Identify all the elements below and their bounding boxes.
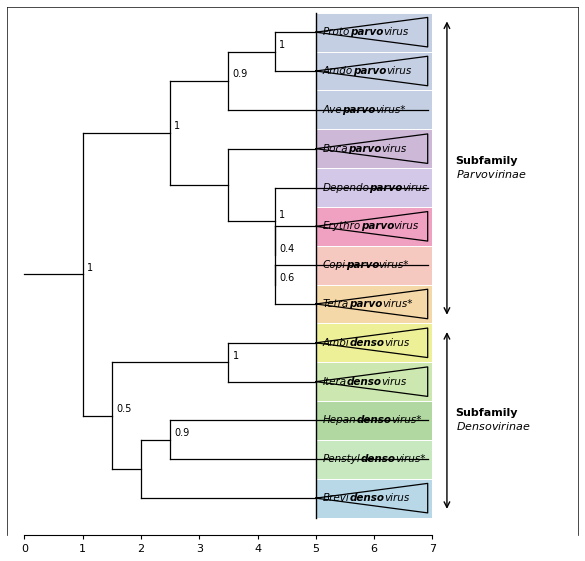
Text: Hepan: Hepan (323, 416, 356, 425)
Text: Copi: Copi (323, 260, 346, 270)
Text: parvo: parvo (353, 66, 386, 76)
Text: 0.9: 0.9 (232, 69, 247, 79)
Text: virus*: virus* (378, 260, 409, 270)
Bar (316, 284, 432, 323)
Text: 0.5: 0.5 (116, 404, 131, 414)
Bar (316, 168, 432, 207)
Text: Subfamily
$\mathit{Parvovirinae}$: Subfamily $\mathit{Parvovirinae}$ (456, 156, 526, 180)
Text: Itera: Itera (323, 376, 347, 387)
Text: virus: virus (383, 27, 408, 37)
Text: virus: virus (384, 493, 409, 503)
Text: 1: 1 (279, 210, 285, 220)
Text: virus: virus (381, 376, 407, 387)
Text: virus*: virus* (375, 105, 406, 115)
Text: 0.9: 0.9 (174, 429, 190, 438)
Text: Ambi: Ambi (323, 338, 350, 348)
Text: Subfamily
$\mathit{Densovirinae}$: Subfamily $\mathit{Densovirinae}$ (456, 408, 530, 433)
Text: 0.6: 0.6 (279, 273, 294, 283)
Bar (316, 401, 432, 440)
Text: Dependo: Dependo (323, 182, 370, 192)
Text: denso: denso (349, 493, 384, 503)
Text: virus: virus (386, 66, 411, 76)
Bar (316, 207, 432, 246)
Text: denso: denso (360, 454, 395, 465)
Bar (316, 13, 432, 52)
Text: virus: virus (381, 144, 407, 154)
Text: parvo: parvo (348, 144, 381, 154)
Text: Ave: Ave (323, 105, 342, 115)
Bar (316, 246, 432, 284)
Text: virus: virus (402, 182, 428, 192)
Text: virus*: virus* (382, 299, 412, 309)
Bar (316, 129, 432, 168)
Text: Penstyl: Penstyl (323, 454, 360, 465)
Text: 1: 1 (87, 263, 93, 273)
Text: denso: denso (347, 376, 381, 387)
Text: Amdo: Amdo (323, 66, 353, 76)
Text: 1: 1 (174, 121, 180, 131)
Text: Erythro: Erythro (323, 222, 361, 231)
Bar (316, 323, 432, 362)
Bar (316, 90, 432, 129)
Bar (316, 440, 432, 479)
Text: 1: 1 (279, 40, 285, 50)
Text: Tetra: Tetra (323, 299, 349, 309)
Text: virus*: virus* (391, 416, 421, 425)
Text: denso: denso (356, 416, 391, 425)
Text: parvo: parvo (350, 27, 383, 37)
Text: virus: virus (384, 338, 409, 348)
Text: parvo: parvo (369, 182, 402, 192)
Text: parvo: parvo (342, 105, 376, 115)
Text: parvo: parvo (361, 222, 394, 231)
Bar (316, 479, 432, 518)
Text: Boca: Boca (323, 144, 349, 154)
Text: parvo: parvo (349, 299, 382, 309)
Text: virus*: virus* (395, 454, 425, 465)
Bar (316, 52, 432, 90)
Text: virus: virus (394, 222, 419, 231)
Text: Brevi: Brevi (323, 493, 350, 503)
Text: parvo: parvo (346, 260, 379, 270)
Bar (316, 362, 432, 401)
Text: 1: 1 (232, 351, 239, 361)
Text: denso: denso (349, 338, 384, 348)
Text: 0.4: 0.4 (279, 244, 294, 254)
Text: Proto: Proto (323, 27, 350, 37)
